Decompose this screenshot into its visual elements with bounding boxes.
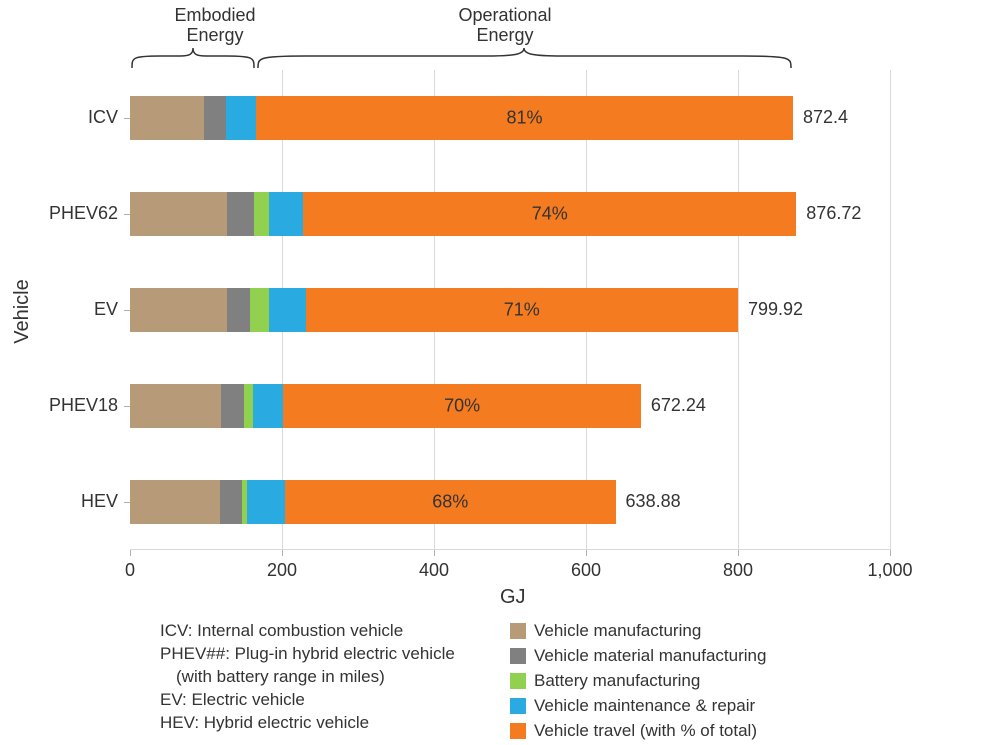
category-label: PHEV62 [49,203,118,224]
y-tick-mark [124,502,130,503]
legend-swatch [510,723,526,739]
x-tick-mark [282,550,283,556]
x-tick-mark [890,550,891,556]
category-label: HEV [81,491,118,512]
legend-swatch [510,673,526,689]
definition-line: (with battery range in miles) [160,666,510,689]
x-axis-title: GJ [500,586,526,609]
legend-label: Vehicle manufacturing [534,620,701,643]
bar-segment-veh_mfg [130,480,220,524]
travel-pct-label: 70% [444,396,480,417]
bar-segment-veh_mfg [130,96,204,140]
gridline [890,70,891,550]
chart-container: EmbodiedEnergy OperationalEnergy Vehicle… [0,0,1000,741]
bar-segment-travel: 70% [283,384,640,428]
bar-segment-travel: 68% [285,480,616,524]
bar-segment-veh_mfg [130,288,227,332]
bar-segment-veh_mfg [130,384,221,428]
y-tick-mark [124,214,130,215]
definition-line: HEV: Hybrid electric vehicle [160,712,510,735]
definition-line: PHEV##: Plug-in hybrid electric vehicle [160,643,510,666]
bar-segment-maint [247,480,285,524]
bar-segment-maint [269,288,305,332]
definition-line: ICV: Internal combustion vehicle [160,620,510,643]
legend-item: Battery manufacturing [510,670,960,693]
legend-label: Vehicle material manufacturing [534,645,766,668]
legend-label: Battery manufacturing [534,670,700,693]
bar-segment-bat_mfg [250,288,269,332]
bar-segment-maint [269,192,303,236]
bar-segment-travel: 74% [303,192,796,236]
y-axis-title: Vehicle [11,279,34,344]
x-tick-label: 400 [419,560,449,581]
x-tick-label: 1,000 [867,560,912,581]
bar-segment-mat_mfg [227,288,250,332]
category-label: PHEV18 [49,395,118,416]
x-tick-label: 600 [571,560,601,581]
travel-pct-label: 74% [532,204,568,225]
bar-segment-travel: 71% [306,288,738,332]
legend-item: Vehicle manufacturing [510,620,960,643]
x-tick-mark [586,550,587,556]
legend-label: Vehicle maintenance & repair [534,695,755,718]
bar-segment-mat_mfg [220,480,243,524]
x-tick-label: 0 [125,560,135,581]
x-tick-mark [434,550,435,556]
bar-segment-bat_mfg [244,384,253,428]
travel-pct-label: 81% [507,108,543,129]
legend-swatch [510,623,526,639]
category-label: EV [94,299,118,320]
bar-segment-travel: 81% [256,96,793,140]
y-tick-mark [124,406,130,407]
legend-swatch [510,648,526,664]
legend-item: Vehicle material manufacturing [510,645,960,668]
legend-label: Vehicle travel (with % of total) [534,720,757,743]
category-label: ICV [88,107,118,128]
total-label: 672.24 [651,395,706,416]
bar-row: 68% [130,480,616,524]
x-tick-mark [130,550,131,556]
embodied-brace [130,10,256,70]
bar-row: 74% [130,192,796,236]
operational-brace [256,10,793,70]
legend-item: Vehicle travel (with % of total) [510,720,960,743]
legend-swatch [510,698,526,714]
bar-segment-veh_mfg [130,192,227,236]
x-tick-label: 200 [267,560,297,581]
x-axis-line [130,549,890,550]
total-label: 876.72 [806,203,861,224]
bar-segment-maint [253,384,283,428]
x-tick-label: 800 [723,560,753,581]
chart-footer: ICV: Internal combustion vehiclePHEV##: … [160,620,960,745]
bar-segment-bat_mfg [254,192,269,236]
bar-segment-mat_mfg [227,192,254,236]
gridline [738,70,739,550]
total-label: 872.4 [803,107,848,128]
total-label: 638.88 [626,491,681,512]
definition-line: EV: Electric vehicle [160,689,510,712]
y-tick-mark [124,118,130,119]
travel-pct-label: 68% [432,492,468,513]
definitions-list: ICV: Internal combustion vehiclePHEV##: … [160,620,510,745]
bar-segment-mat_mfg [221,384,244,428]
travel-pct-label: 71% [504,300,540,321]
bar-row: 71% [130,288,738,332]
y-tick-mark [124,310,130,311]
bar-row: 81% [130,96,793,140]
legend-item: Vehicle maintenance & repair [510,695,960,718]
x-tick-mark [738,550,739,556]
total-label: 799.92 [748,299,803,320]
legend: Vehicle manufacturingVehicle material ma… [510,620,960,745]
bar-segment-maint [226,96,256,140]
bar-segment-mat_mfg [204,96,225,140]
bar-row: 70% [130,384,641,428]
